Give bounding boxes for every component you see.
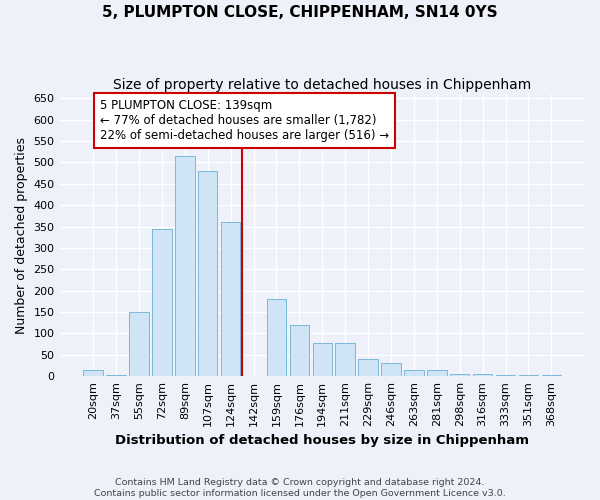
Bar: [221, 222, 241, 376]
Bar: [313, 343, 332, 376]
Bar: [152, 228, 172, 376]
Bar: [83, 370, 103, 376]
Bar: [404, 370, 424, 376]
Bar: [175, 156, 194, 376]
Bar: [267, 299, 286, 376]
X-axis label: Distribution of detached houses by size in Chippenham: Distribution of detached houses by size …: [115, 434, 529, 448]
Title: Size of property relative to detached houses in Chippenham: Size of property relative to detached ho…: [113, 78, 532, 92]
Bar: [450, 374, 469, 376]
Bar: [290, 325, 309, 376]
Bar: [335, 343, 355, 376]
Y-axis label: Number of detached properties: Number of detached properties: [15, 136, 28, 334]
Text: 5, PLUMPTON CLOSE, CHIPPENHAM, SN14 0YS: 5, PLUMPTON CLOSE, CHIPPENHAM, SN14 0YS: [102, 5, 498, 20]
Text: Contains HM Land Registry data © Crown copyright and database right 2024.
Contai: Contains HM Land Registry data © Crown c…: [94, 478, 506, 498]
Bar: [129, 312, 149, 376]
Bar: [381, 364, 401, 376]
Bar: [358, 359, 378, 376]
Bar: [198, 171, 217, 376]
Bar: [427, 370, 446, 376]
Text: 5 PLUMPTON CLOSE: 139sqm
← 77% of detached houses are smaller (1,782)
22% of sem: 5 PLUMPTON CLOSE: 139sqm ← 77% of detach…: [100, 99, 389, 142]
Bar: [473, 374, 493, 376]
